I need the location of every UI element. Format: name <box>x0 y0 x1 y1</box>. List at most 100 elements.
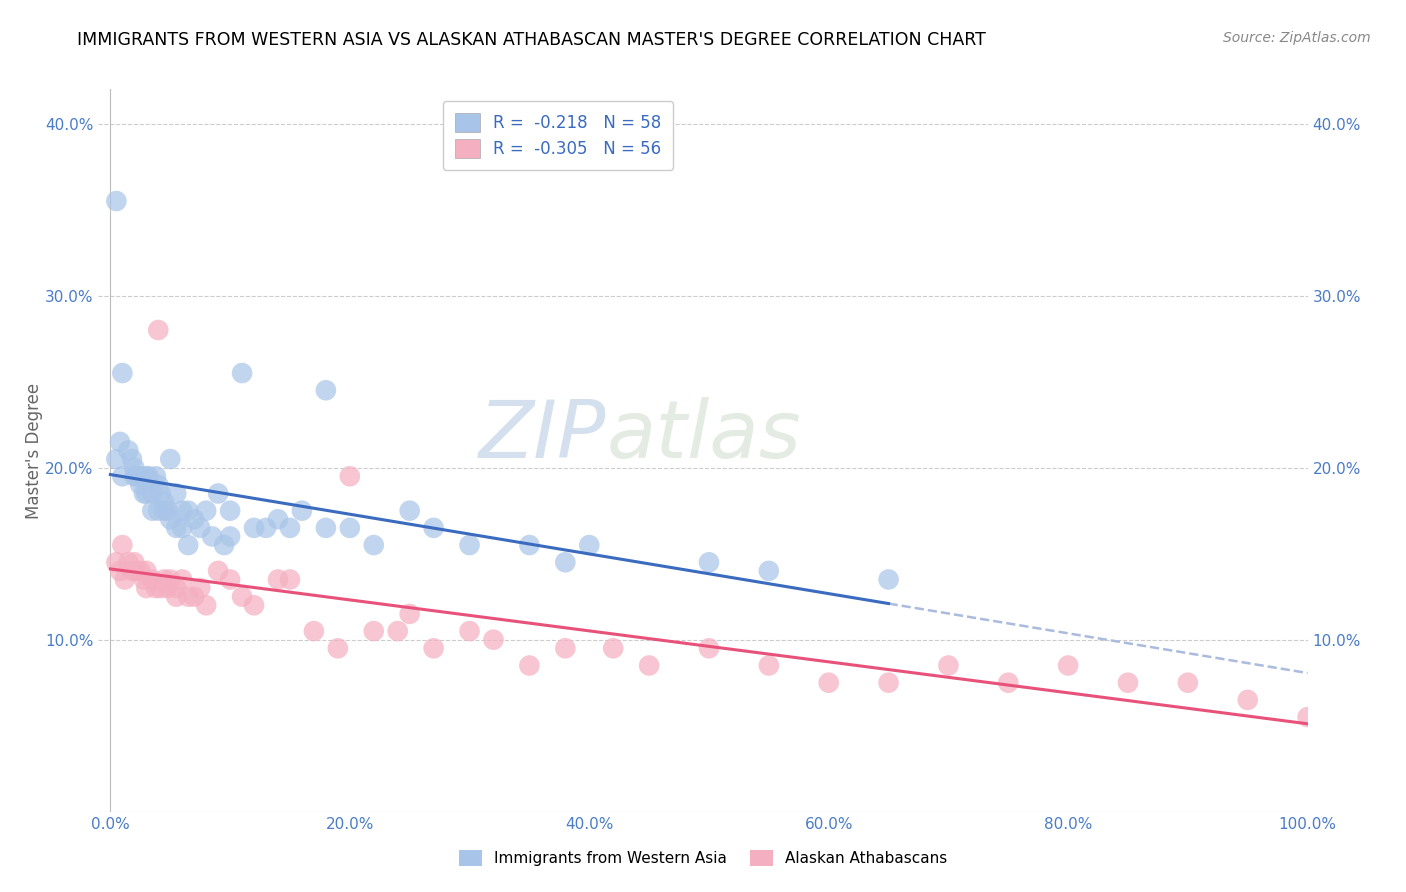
Point <box>1057 658 1080 673</box>
Point <box>1236 693 1258 707</box>
Point <box>148 503 170 517</box>
Point <box>697 555 720 569</box>
Point <box>254 521 277 535</box>
Point <box>172 573 194 587</box>
Point <box>153 503 176 517</box>
Point <box>124 555 146 569</box>
Point <box>638 658 661 673</box>
Point <box>1296 710 1319 724</box>
Point <box>124 460 146 475</box>
Text: ZIP: ZIP <box>479 397 606 475</box>
Point <box>177 538 200 552</box>
Point <box>177 503 200 517</box>
Point <box>195 599 218 613</box>
Point <box>141 486 163 500</box>
Point <box>422 521 444 535</box>
Point <box>135 564 157 578</box>
Point <box>758 658 780 673</box>
Point <box>519 658 541 673</box>
Point <box>105 452 128 467</box>
Point <box>315 521 337 535</box>
Point <box>243 599 266 613</box>
Point <box>398 503 420 517</box>
Point <box>231 366 253 380</box>
Point <box>156 503 179 517</box>
Point <box>111 366 134 380</box>
Point <box>817 675 839 690</box>
Point <box>195 503 218 517</box>
Point <box>482 632 505 647</box>
Point <box>519 538 541 552</box>
Point <box>267 573 290 587</box>
Point <box>121 564 143 578</box>
Point <box>387 624 409 639</box>
Point <box>231 590 253 604</box>
Point <box>105 194 128 208</box>
Point <box>148 323 170 337</box>
Point <box>125 469 148 483</box>
Point <box>111 469 134 483</box>
Y-axis label: Master's Degree: Master's Degree <box>25 383 44 518</box>
Point <box>278 521 301 535</box>
Point <box>121 452 143 467</box>
Point <box>188 581 211 595</box>
Point <box>315 384 337 398</box>
Point <box>363 624 385 639</box>
Point <box>458 624 481 639</box>
Point <box>602 641 624 656</box>
Point <box>165 590 187 604</box>
Point <box>172 503 194 517</box>
Point <box>302 624 325 639</box>
Point <box>207 486 229 500</box>
Point <box>877 675 900 690</box>
Point <box>697 641 720 656</box>
Point <box>145 581 167 595</box>
Point <box>138 469 160 483</box>
Point <box>132 486 155 500</box>
Point <box>141 573 163 587</box>
Point <box>278 573 301 587</box>
Point <box>458 538 481 552</box>
Point <box>997 675 1019 690</box>
Point <box>135 469 157 483</box>
Point <box>149 486 172 500</box>
Point <box>177 590 200 604</box>
Point <box>153 573 176 587</box>
Point <box>422 641 444 656</box>
Point <box>148 478 170 492</box>
Point <box>135 581 157 595</box>
Point <box>339 521 361 535</box>
Point <box>165 486 187 500</box>
Legend: Immigrants from Western Asia, Alaskan Athabascans: Immigrants from Western Asia, Alaskan At… <box>451 842 955 873</box>
Text: IMMIGRANTS FROM WESTERN ASIA VS ALASKAN ATHABASCAN MASTER'S DEGREE CORRELATION C: IMMIGRANTS FROM WESTERN ASIA VS ALASKAN … <box>77 31 986 49</box>
Point <box>129 469 152 483</box>
Point <box>554 641 576 656</box>
Point <box>219 573 242 587</box>
Point <box>159 452 181 467</box>
Text: atlas: atlas <box>606 397 801 475</box>
Point <box>172 521 194 535</box>
Point <box>165 521 187 535</box>
Point <box>124 469 146 483</box>
Point <box>877 573 900 587</box>
Point <box>938 658 960 673</box>
Point <box>153 495 176 509</box>
Point <box>219 503 242 517</box>
Point <box>105 555 128 569</box>
Point <box>219 529 242 543</box>
Point <box>243 521 266 535</box>
Point <box>326 641 349 656</box>
Point <box>339 469 361 483</box>
Point <box>132 573 155 587</box>
Point <box>1116 675 1139 690</box>
Legend: R =  -0.218   N = 58, R =  -0.305   N = 56: R = -0.218 N = 58, R = -0.305 N = 56 <box>443 101 673 169</box>
Point <box>129 478 152 492</box>
Point <box>129 564 152 578</box>
Point <box>156 581 179 595</box>
Point <box>159 512 181 526</box>
Point <box>108 564 131 578</box>
Point <box>183 512 205 526</box>
Point <box>758 564 780 578</box>
Point <box>1177 675 1199 690</box>
Point <box>363 538 385 552</box>
